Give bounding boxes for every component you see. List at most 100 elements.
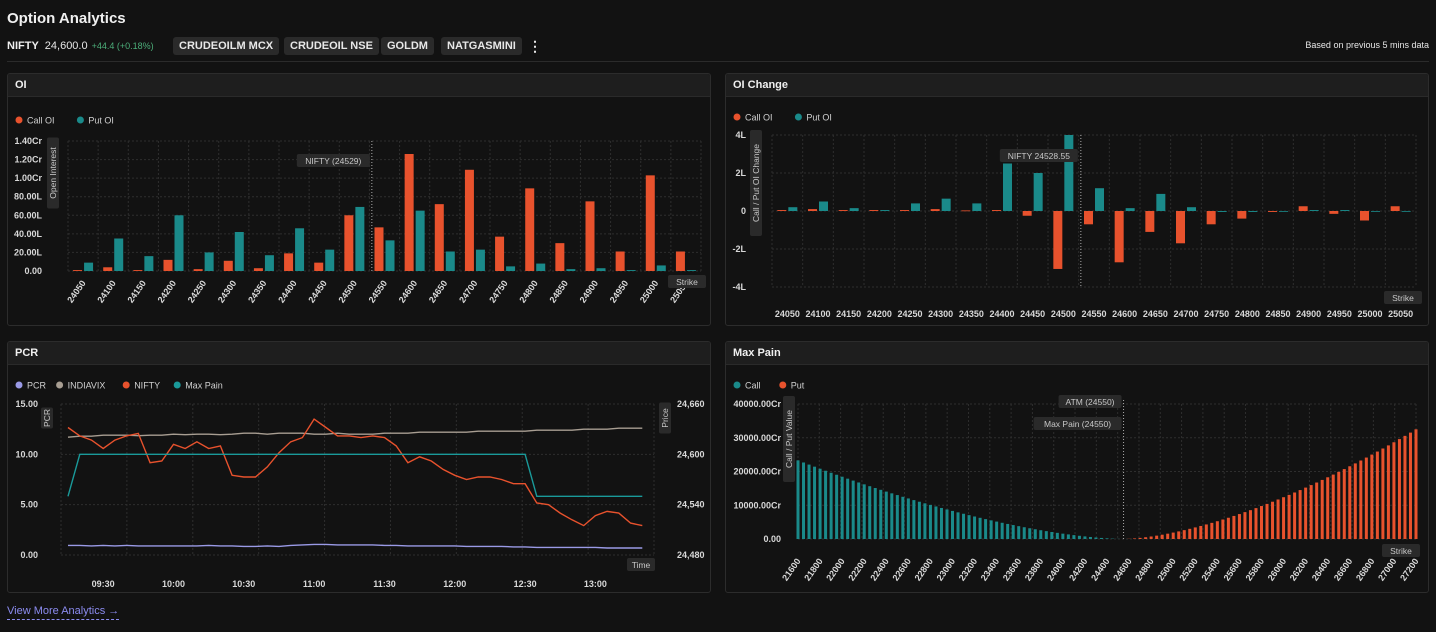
oi-x-tick: 24200: [156, 278, 179, 304]
mp-put-bar: [1276, 499, 1280, 539]
oic-ylabel: Call / Put OI Change: [751, 144, 761, 222]
oi-x-tick: 24100: [95, 278, 118, 304]
chip-crudeoil-nse[interactable]: CRUDEOIL NSE: [284, 37, 379, 55]
mp-put-bar: [1381, 448, 1385, 539]
mp-put-bar: [1320, 479, 1324, 539]
mp-put-bar: [1232, 515, 1236, 539]
mp-call-bar: [1072, 535, 1076, 539]
mp-xlabel: Strike: [1390, 546, 1412, 556]
mp-call-bar: [1011, 525, 1015, 539]
view-more-label: View More Analytics: [7, 605, 106, 617]
oi-call-bar: [434, 204, 444, 271]
mp-call-bar: [967, 515, 971, 539]
oic-x-tick: 24450: [1020, 309, 1045, 319]
mp-put-bar: [1210, 522, 1214, 539]
legend-dot-put-oi: [76, 116, 84, 124]
chip-natgasmini[interactable]: NATGASMINI: [441, 37, 522, 55]
legend-label-put-oi: Put OI: [806, 113, 832, 123]
oi-put-bar: [144, 256, 154, 271]
mp-x-tick: 24600: [1111, 556, 1134, 582]
mp-call-bar: [950, 510, 955, 539]
oic-call-bar: [1114, 211, 1124, 263]
oic-y-tick: -4L: [733, 282, 747, 292]
oic-x-tick: 24400: [989, 309, 1014, 319]
pcr-series-pcr: [68, 543, 643, 549]
oi-ylabel-bg: [47, 137, 59, 209]
oi-y-tick: 80.00L: [14, 192, 43, 202]
pcr-x-tick: 12:30: [514, 579, 537, 589]
mp-put-bar: [1315, 482, 1319, 539]
view-more-analytics-link[interactable]: View More Analytics →: [7, 605, 120, 620]
chip-goldm[interactable]: GOLDM: [381, 37, 434, 55]
mp-x-tick: 21600: [780, 556, 803, 582]
pcr-panel: PCR PCR INDIAVIX NIFTY Max Pain 0.00 5.00 10.0…: [7, 341, 711, 593]
oi-call-bar: [314, 262, 324, 271]
oic-x-tick: 25050: [1388, 309, 1413, 319]
mp-put-bar: [1282, 497, 1286, 539]
mp-put-bar: [1386, 445, 1390, 539]
chip-crudeoilm-mcx[interactable]: CRUDEOILM MCX: [173, 37, 280, 55]
oic-put-bar: [1309, 210, 1319, 211]
legend-dot-pcr: [15, 381, 23, 389]
mp-put-bar: [1254, 508, 1258, 539]
symbol-name[interactable]: NIFTY: [7, 40, 39, 52]
mp-call-bar: [835, 474, 839, 539]
mp-y-tick: 0.00: [763, 534, 781, 544]
mp-put-bar: [1348, 466, 1352, 539]
oi-x-tick: 24700: [457, 278, 480, 304]
mp-x-tick: 23000: [935, 556, 958, 582]
oic-call-bar: [869, 210, 879, 211]
oi-call-bar: [615, 251, 625, 271]
oi-x-tick: 24950: [608, 278, 631, 304]
mp-put-bar: [1226, 517, 1230, 539]
mp-call-bar: [1099, 537, 1103, 539]
pcr-x-tick: 13:00: [584, 579, 607, 589]
oi-x-tick: 24300: [216, 278, 239, 304]
mp-ylabel: Call / Put Value: [784, 410, 794, 468]
mp-call-bar: [973, 516, 977, 539]
oi-spot-label-bg: [296, 154, 370, 167]
mp-call-bar: [1022, 527, 1026, 539]
mp-x-tick: 23800: [1023, 556, 1046, 582]
mp-call-bar: [912, 500, 916, 539]
oi-call-bar: [585, 201, 595, 271]
oic-call-bar: [777, 210, 787, 211]
legend-dot-nifty: [122, 381, 130, 389]
oic-x-tick: 24850: [1265, 309, 1290, 319]
legend-dot-call-oi: [733, 113, 741, 121]
mp-call-bar: [1050, 532, 1054, 539]
symbol-price: 24,600.0: [44, 40, 88, 52]
oic-call-bar: [961, 210, 971, 212]
mp-put-bar: [1149, 536, 1153, 539]
mp-call-bar: [1000, 522, 1004, 539]
mp-put-bar: [1155, 535, 1159, 539]
pcr-x-tick: 12:00: [443, 579, 466, 589]
mp-put-bar: [1177, 531, 1181, 539]
pcr-series-indiavix: [67, 427, 643, 438]
oi-x-tick: 24550: [367, 278, 390, 304]
oic-call-bar: [1176, 211, 1185, 244]
oic-call-bar: [1329, 211, 1339, 214]
oi-call-bar: [73, 270, 83, 271]
mp-xlabel-bg: [1382, 544, 1420, 557]
mp-call-bar: [984, 519, 988, 539]
pcr-y-right-tick: 24,540: [677, 500, 705, 510]
kebab-menu-icon[interactable]: ⋮: [528, 38, 542, 54]
mp-call-bar: [884, 491, 888, 539]
mp-put-bar: [1215, 521, 1219, 539]
mp-put-bar: [1188, 528, 1192, 539]
oi-put-bar: [84, 262, 94, 271]
oic-x-tick: 24600: [1112, 309, 1137, 319]
oi-put-bar: [204, 252, 214, 271]
mp-call-bar: [1105, 538, 1109, 539]
oi-y-tick: 20.00L: [14, 247, 43, 257]
oi-x-tick: 24800: [517, 278, 540, 304]
oic-call-bar: [1390, 206, 1400, 211]
oic-xlabel: Strike: [1392, 293, 1414, 303]
oic-spot-label: NIFTY 24528.55: [1008, 151, 1070, 161]
mp-x-tick: 25000: [1155, 556, 1178, 582]
mp-call-bar: [1028, 528, 1032, 539]
mp-x-tick: 24400: [1089, 556, 1112, 582]
mp-put-bar: [1166, 533, 1170, 539]
oic-put-bar: [941, 198, 951, 211]
